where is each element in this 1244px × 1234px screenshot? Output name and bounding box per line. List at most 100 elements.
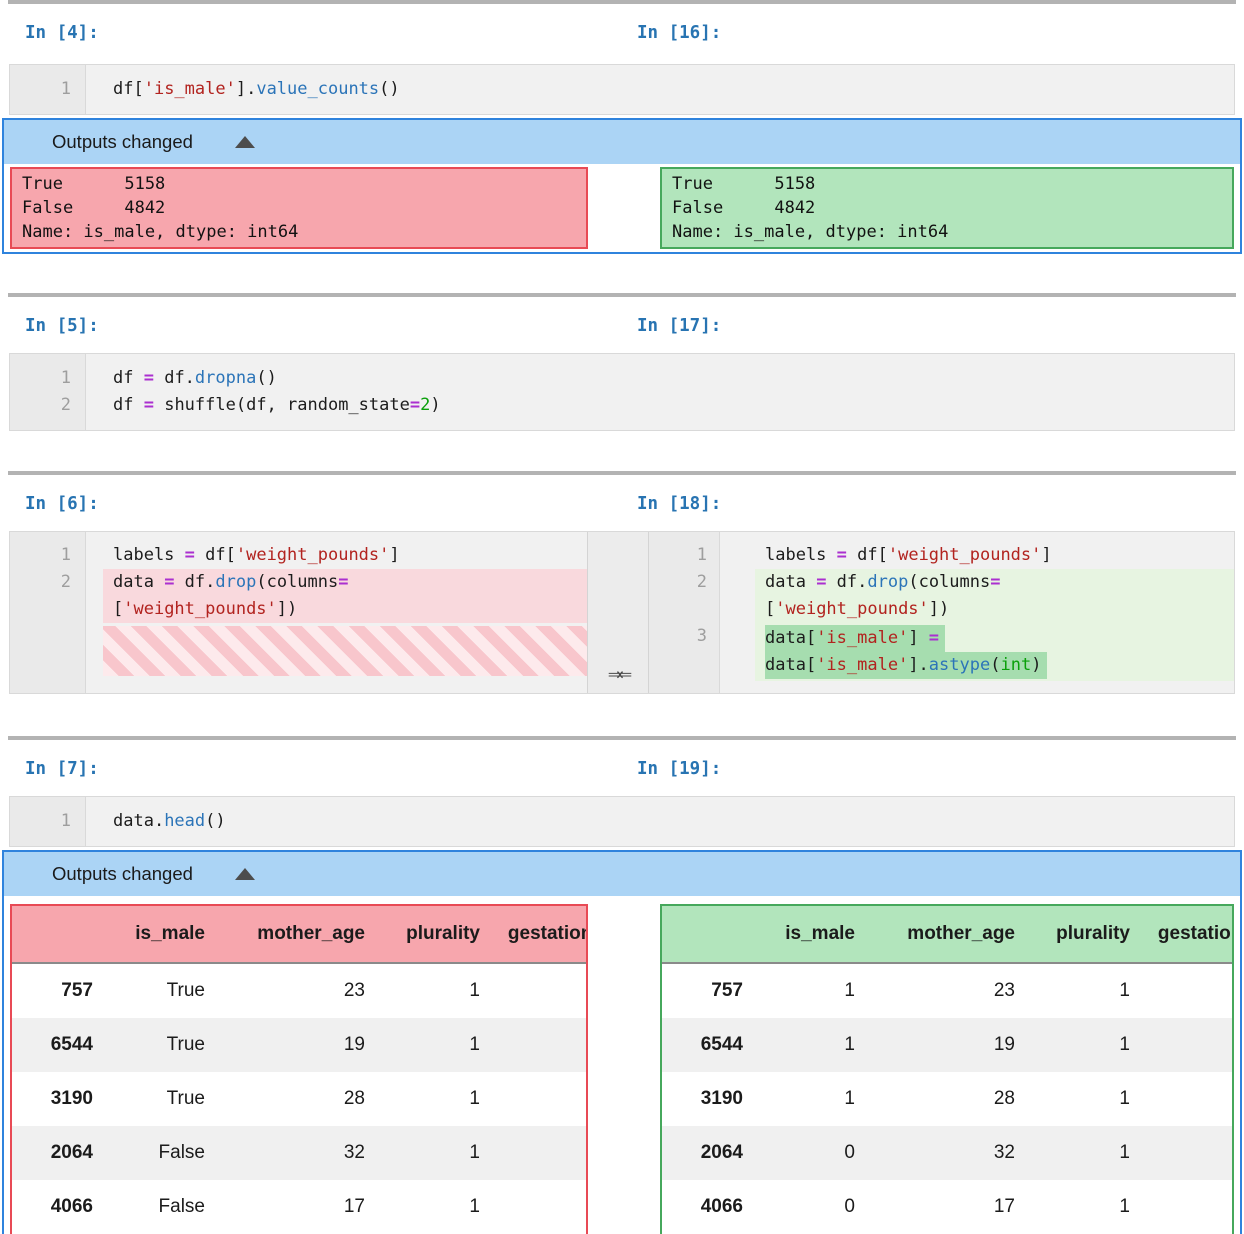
code-cell: 1 data.head() xyxy=(9,796,1235,847)
output-removed: is_malemother_agepluralitygestation_week… xyxy=(10,904,588,1234)
code-line: 2 df = shuffle(df, random_state=2) xyxy=(10,392,1234,419)
cell-value: 1 xyxy=(757,1018,867,1072)
code-cell-diff: 1 labels = df['weight_pounds'] 2 data = df.… xyxy=(9,531,1235,694)
column-header xyxy=(662,906,757,964)
cell-label-left: In [5]: xyxy=(25,316,99,336)
code-token: (columns xyxy=(256,572,339,592)
cell-value xyxy=(492,1072,586,1126)
code-source: df = df.dropna() xyxy=(85,365,277,392)
cell-label-right: In [16]: xyxy=(637,23,722,43)
row-index: 3190 xyxy=(662,1072,757,1126)
cell-label-right: In [19]: xyxy=(637,759,722,779)
outputs-changed-label: Outputs changed xyxy=(52,863,193,884)
cell-value xyxy=(1142,1018,1232,1072)
code-row: data['is_male'].astype(int) xyxy=(765,652,1234,679)
diff-added-chunk: data['is_male'] = xyxy=(765,625,946,652)
row-index: 757 xyxy=(662,963,757,1018)
diff-added-chunk: data['is_male'].astype(int) xyxy=(765,652,1048,679)
column-header: plurality xyxy=(377,906,492,964)
diff-added-line: data = df.drop(columns= ['weight_pounds']… xyxy=(755,569,1234,623)
outputs-row: True 5158 False 4842 Name: is_male, dtyp… xyxy=(4,164,1240,252)
cell-value xyxy=(1142,1126,1232,1180)
column-header xyxy=(12,906,107,964)
cell-value: 1 xyxy=(757,1072,867,1126)
code-token: 'weight_pounds' xyxy=(775,599,929,619)
cell-value: 1 xyxy=(1027,1072,1142,1126)
cell-value: True xyxy=(107,1018,217,1072)
code-source: labels = df['weight_pounds'] xyxy=(85,542,587,569)
code-token: ]. xyxy=(908,655,929,675)
code-token: labels xyxy=(765,545,837,565)
code-token: data xyxy=(765,572,817,592)
code-token: ) xyxy=(430,395,441,415)
collapse-triangle-icon[interactable] xyxy=(234,136,255,148)
cell-value: 32 xyxy=(867,1126,1027,1180)
code-token: = xyxy=(164,572,175,592)
cell-label-right: In [17]: xyxy=(637,316,722,336)
cell-value: 17 xyxy=(867,1180,1027,1234)
code-token: ] xyxy=(908,628,929,648)
collapse-triangle-icon[interactable] xyxy=(234,868,255,880)
cell-value: 23 xyxy=(867,963,1027,1018)
cell-value: 19 xyxy=(867,1018,1027,1072)
cell-value: True xyxy=(107,1072,217,1126)
code-token: data. xyxy=(113,811,165,831)
code-line: 1 data.head() xyxy=(10,808,1234,835)
code-line: 3 data['is_male'] = data['is_male'].astype… xyxy=(649,623,1234,681)
table-row: 757 1 23 1 xyxy=(662,963,1232,1018)
line-number: 1 xyxy=(60,79,71,99)
outputs-diff-container: Outputs changed True 5158 False 4842 Name… xyxy=(2,118,1242,254)
table-header: is_malemother_agepluralitygestation_week… xyxy=(12,906,586,964)
table-header: is_malemother_agepluralitygestation_week… xyxy=(662,906,1232,964)
diff-panel-base: 1 labels = df['weight_pounds'] 2 data = df.… xyxy=(10,532,587,693)
code-cell: 1 df = df.dropna() 2 df = shuffle(df, rando… xyxy=(9,353,1235,431)
outputs-changed-banner[interactable]: Outputs changed xyxy=(4,120,1240,164)
code-line: 2 data = df.drop(columns= ['weight_pounds'… xyxy=(649,569,1234,623)
code-token: ( xyxy=(990,655,1001,675)
code-token: = xyxy=(816,572,827,592)
code-token: shuffle(df, random_state xyxy=(153,395,410,415)
row-index: 6544 xyxy=(662,1018,757,1072)
column-header: mother_age xyxy=(867,906,1027,964)
code-line: 1 df['is_male'].value_counts() xyxy=(10,76,1234,103)
code-token: = xyxy=(928,628,940,648)
code-token: df xyxy=(113,395,144,415)
code-token: data[ xyxy=(765,628,817,648)
code-token: [ xyxy=(765,599,776,619)
code-token: dropna xyxy=(194,368,257,388)
cell-value xyxy=(492,1126,586,1180)
table-row: 6544 1 19 1 xyxy=(662,1018,1232,1072)
code-source: labels = df['weight_pounds'] xyxy=(719,542,1234,569)
cell-value: 19 xyxy=(217,1018,377,1072)
code-source: data = df.drop(columns= ['weight_pounds']… xyxy=(719,569,1234,623)
table-row: 4066 0 17 1 xyxy=(662,1180,1232,1234)
cell-value: 0 xyxy=(757,1126,867,1180)
cell-value: 1 xyxy=(1027,1180,1142,1234)
code-token: ) xyxy=(1031,655,1042,675)
cell-value: 1 xyxy=(377,1180,492,1234)
code-token: labels xyxy=(113,545,185,565)
column-header: is_male xyxy=(757,906,867,964)
line-number: 2 xyxy=(696,572,707,592)
cell-value: 23 xyxy=(217,963,377,1018)
cell-heading-row: In [4]: In [16]: xyxy=(25,20,1244,47)
code-token: head xyxy=(164,811,206,831)
cell-value xyxy=(492,1018,586,1072)
code-source: data.head() xyxy=(85,808,226,835)
code-row: data = df.drop(columns= xyxy=(113,569,587,596)
column-header: gestation_weeks xyxy=(1142,906,1232,964)
row-index: 2064 xyxy=(662,1126,757,1180)
code-token: = xyxy=(409,395,421,415)
merge-collapse-icon[interactable]: ⇒⇐ xyxy=(607,665,632,685)
code-line: 1 labels = df['weight_pounds'] xyxy=(10,542,587,569)
cell-value xyxy=(492,1180,586,1234)
section-divider xyxy=(8,736,1236,740)
code-token: ] xyxy=(389,545,400,565)
code-token: 'weight_pounds' xyxy=(235,545,390,565)
cell-value: False xyxy=(107,1180,217,1234)
cell-heading-row: In [5]: In [17]: xyxy=(25,313,1244,340)
code-token: = xyxy=(836,545,847,565)
code-token: int xyxy=(1000,655,1032,675)
outputs-changed-banner[interactable]: Outputs changed xyxy=(4,852,1240,896)
table-header-row: is_malemother_agepluralitygestation_week… xyxy=(662,906,1232,964)
